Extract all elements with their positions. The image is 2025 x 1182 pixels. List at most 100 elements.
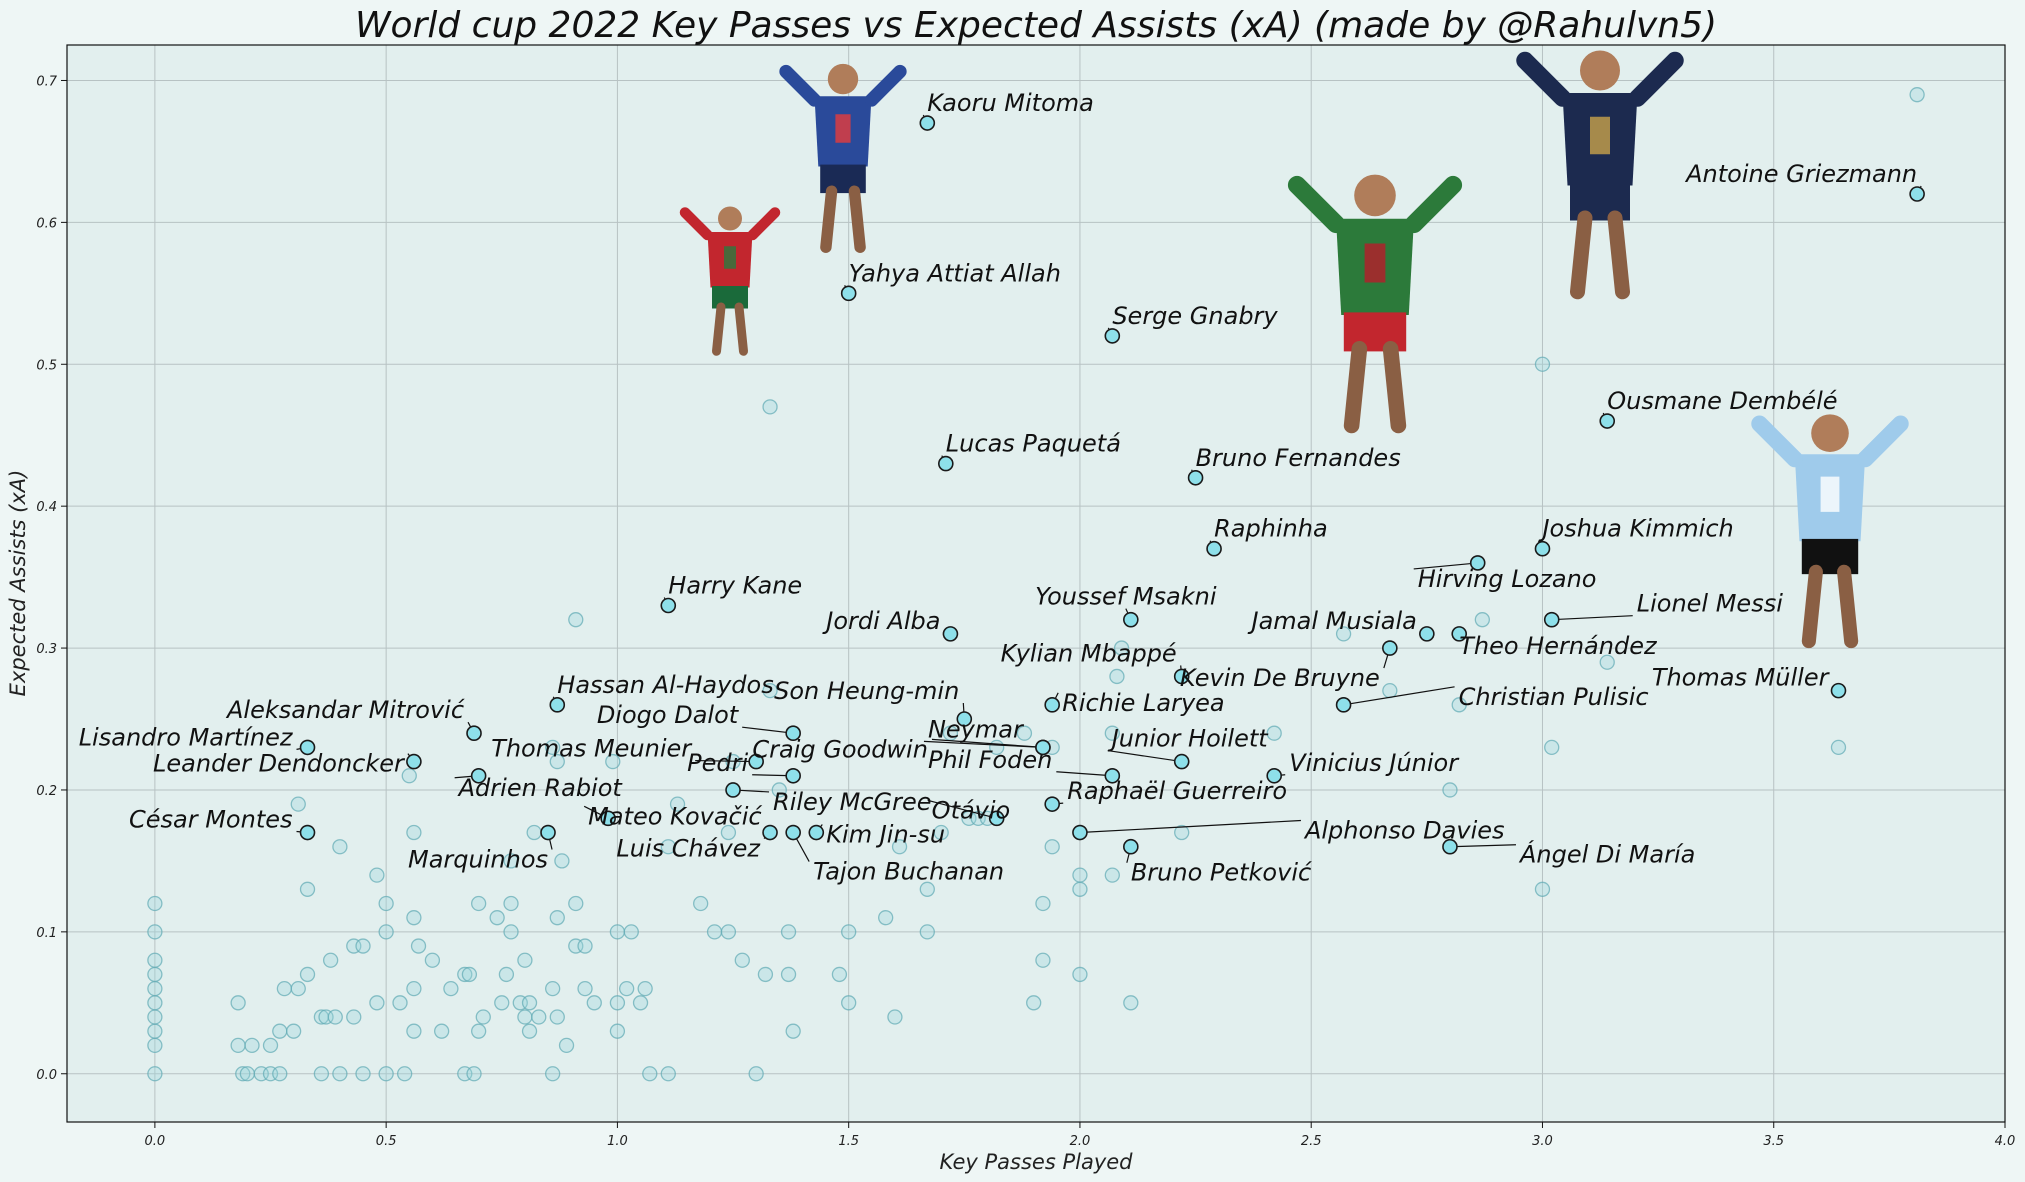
data-point — [503, 853, 519, 869]
data-point — [147, 952, 163, 968]
player-annotation: Bruno Petković — [1131, 859, 1312, 887]
x-tick-label: 3.0 — [1532, 1134, 1553, 1149]
y-tick-label: 0.6 — [36, 216, 57, 231]
chart-title: World cup 2022 Key Passes vs Expected As… — [355, 5, 1717, 46]
data-point — [720, 824, 737, 841]
annotation-leader — [1551, 615, 1633, 621]
data-point — [642, 1066, 658, 1082]
labeled-point — [470, 767, 487, 784]
player-annotation: Neymar — [928, 715, 1025, 743]
labeled-point — [785, 767, 801, 784]
data-point — [406, 910, 422, 926]
player-annotation: Lisandro Martínez — [79, 723, 294, 751]
annotation-leader — [1107, 749, 1182, 763]
data-point — [494, 995, 510, 1011]
data-point — [147, 1037, 163, 1054]
data-point — [406, 1023, 422, 1039]
data-point — [757, 966, 774, 983]
data-point — [919, 924, 935, 940]
data-point — [392, 995, 408, 1011]
player-annotation: Kevin De Bruyne — [1180, 664, 1380, 692]
player-annotation: Ousmane Dembélé — [1607, 387, 1837, 415]
data-point — [327, 1009, 343, 1025]
data-point — [632, 995, 649, 1011]
data-point — [443, 980, 459, 997]
labeled-point — [1104, 328, 1121, 344]
data-point — [475, 1009, 491, 1025]
data-point — [235, 1066, 251, 1082]
data-point — [461, 966, 478, 983]
data-point — [919, 881, 935, 897]
labeled-point — [785, 725, 801, 742]
labeled-point — [1419, 626, 1435, 642]
data-point — [549, 910, 565, 926]
data-point — [609, 924, 626, 940]
labeled-point — [1035, 739, 1051, 756]
annotation-leader — [1056, 771, 1113, 777]
data-point — [290, 796, 306, 812]
data-point — [1026, 995, 1042, 1011]
data-point — [406, 980, 422, 997]
player-annotation: Hirving Lozano — [1418, 565, 1597, 593]
labeled-point — [1206, 540, 1222, 557]
player-photo-attiat-allah — [679, 206, 781, 356]
plot-area — [67, 45, 2005, 1122]
labeled-point — [748, 753, 764, 770]
labeled-point — [466, 725, 482, 742]
labeled-point — [540, 824, 556, 841]
data-point — [230, 995, 246, 1011]
background-points — [147, 87, 1925, 1082]
data-point — [332, 1066, 348, 1082]
data-point — [521, 1023, 538, 1039]
data-point — [1474, 612, 1490, 628]
x-tick-label: 3.5 — [1763, 1134, 1784, 1149]
player-annotation: Youssef Msakni — [1035, 583, 1217, 611]
data-point — [841, 995, 857, 1011]
player-annotation: Harry Kane — [668, 571, 802, 599]
labeled-point — [1534, 540, 1551, 557]
data-point — [147, 966, 163, 983]
data-point — [1534, 881, 1551, 897]
data-point — [498, 966, 515, 983]
player-annotation: Junior Hoilett — [1108, 725, 1270, 753]
y-tick-label: 0.4 — [36, 500, 57, 515]
data-point — [285, 1023, 302, 1039]
y-axis-label: Expected Assists (xA) — [6, 470, 30, 697]
data-point — [549, 753, 565, 770]
labeled-point — [1044, 697, 1060, 713]
data-point — [531, 1009, 547, 1025]
labeled-point — [919, 115, 936, 131]
data-point — [244, 1037, 260, 1054]
data-point — [1072, 881, 1088, 897]
labeled-point — [1266, 767, 1283, 784]
player-annotation: Son Heung-min — [774, 677, 959, 705]
labeled-point — [1187, 469, 1204, 486]
x-tick-label: 0.0 — [145, 1134, 166, 1149]
data-point — [568, 612, 584, 628]
labeled-point — [1044, 796, 1060, 812]
data-point — [471, 1023, 487, 1039]
x-tick-label: 1.0 — [607, 1134, 628, 1149]
labeled-point — [406, 753, 422, 770]
data-point — [568, 895, 584, 912]
labeled-point — [660, 597, 677, 614]
labeled-point — [1909, 186, 1925, 202]
data-point — [355, 1066, 371, 1082]
data-point — [660, 839, 676, 855]
data-point — [831, 966, 848, 983]
annotation-leader — [695, 759, 757, 763]
data-point — [489, 910, 505, 926]
y-tick-label: 0.1 — [36, 926, 57, 941]
labeled-point — [988, 810, 1005, 827]
labeled-point — [1451, 626, 1468, 642]
data-point — [272, 1066, 288, 1082]
annotation-leader — [1343, 686, 1455, 706]
annotation-leader — [742, 726, 794, 734]
player-photo-fernandes — [1287, 174, 1463, 434]
player-annotation: Lucas Paquetá — [946, 430, 1121, 458]
x-axis-label: Key Passes Played — [939, 1150, 1133, 1174]
plot-frame — [66, 44, 2006, 1123]
data-point — [785, 1023, 801, 1039]
labeled-point — [1104, 767, 1121, 784]
